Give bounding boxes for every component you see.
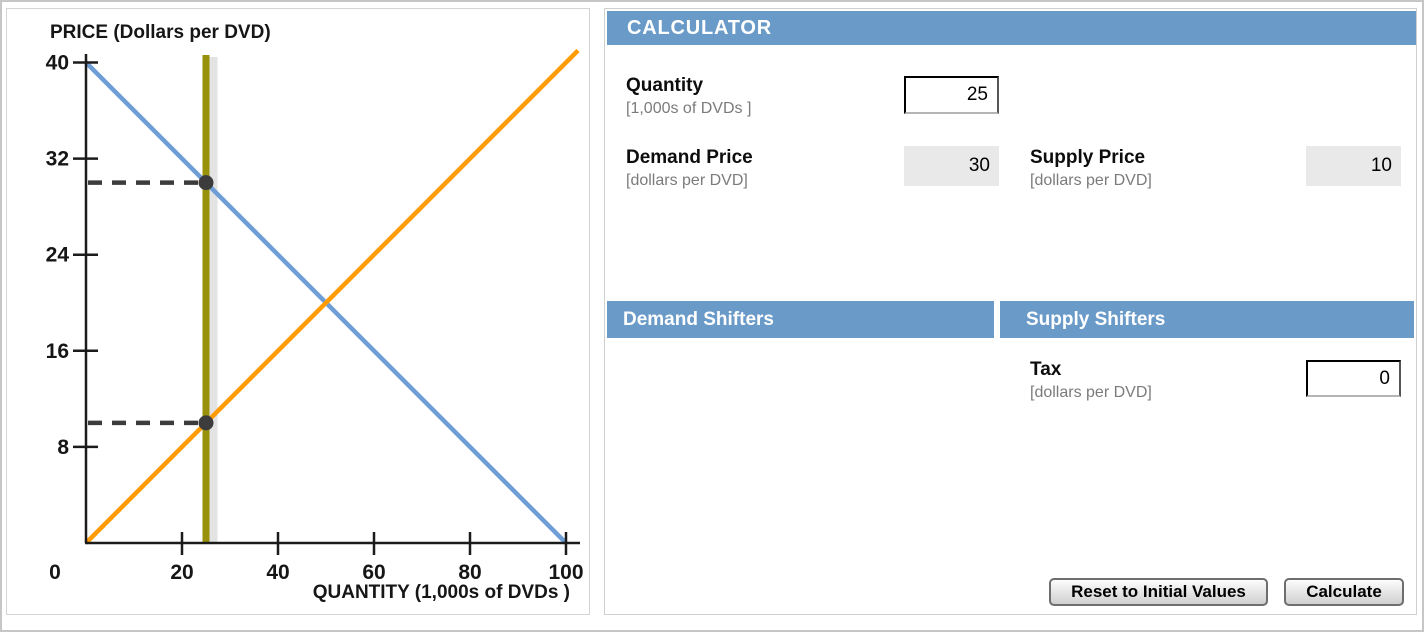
y-tick-label: 40: [46, 52, 69, 75]
x-axis-title: QUANTITY (1,000s of DVDs ): [313, 582, 570, 603]
price-point-marker: [198, 175, 214, 191]
y-tick-label: 16: [46, 340, 69, 363]
supply-price-sublabel: [dollars per DVD]: [1030, 172, 1152, 189]
x-tick-label: 20: [170, 561, 193, 584]
demand-shifters-header: Demand Shifters: [607, 301, 994, 338]
demand-price-sublabel: [dollars per DVD]: [626, 172, 748, 189]
y-tick-label: 32: [46, 148, 69, 171]
tax-input[interactable]: [1306, 360, 1401, 397]
quantity-input[interactable]: [904, 76, 999, 114]
x-tick-label: 80: [458, 561, 481, 584]
supply-shifters-header: Supply Shifters: [1000, 301, 1414, 338]
tax-sublabel: [dollars per DVD]: [1030, 384, 1152, 401]
y-tick-label: 8: [57, 436, 69, 459]
quantity-label: Quantity: [626, 75, 704, 96]
y-tick-label: 24: [46, 244, 70, 267]
supply-price-value: 10: [1306, 146, 1401, 186]
price-point-marker: [198, 415, 214, 431]
demand-price-label: Demand Price: [626, 147, 753, 168]
x-tick-label: 40: [266, 561, 289, 584]
x-tick-label: 100: [548, 561, 583, 584]
quantity-sublabel: [1,000s of DVDs ]: [626, 100, 752, 117]
calculate-button[interactable]: Calculate: [1284, 578, 1404, 606]
calculator-header: CALCULATOR: [607, 11, 1416, 45]
supply-demand-chart: 8 16 24 32 40 20 40 60 80 100 0 PRICE (Dollars per …: [46, 22, 584, 603]
reset-to-initial-values-button[interactable]: Reset to Initial Values: [1049, 578, 1268, 606]
calculator-panel: CALCULATOR Quantity [1,000s of DVDs ] De…: [604, 8, 1417, 615]
x-tick-label: 60: [362, 561, 385, 584]
y-axis-title: PRICE (Dollars per DVD): [50, 22, 271, 43]
chart-panel: 8 16 24 32 40 20 40 60 80 100 0 PRICE (Dollars per …: [6, 8, 590, 615]
origin-label: 0: [49, 561, 61, 584]
demand-price-value: 30: [904, 146, 999, 186]
supply-curve: [84, 48, 580, 545]
tax-label: Tax: [1030, 359, 1062, 380]
supply-price-label: Supply Price: [1030, 147, 1146, 168]
